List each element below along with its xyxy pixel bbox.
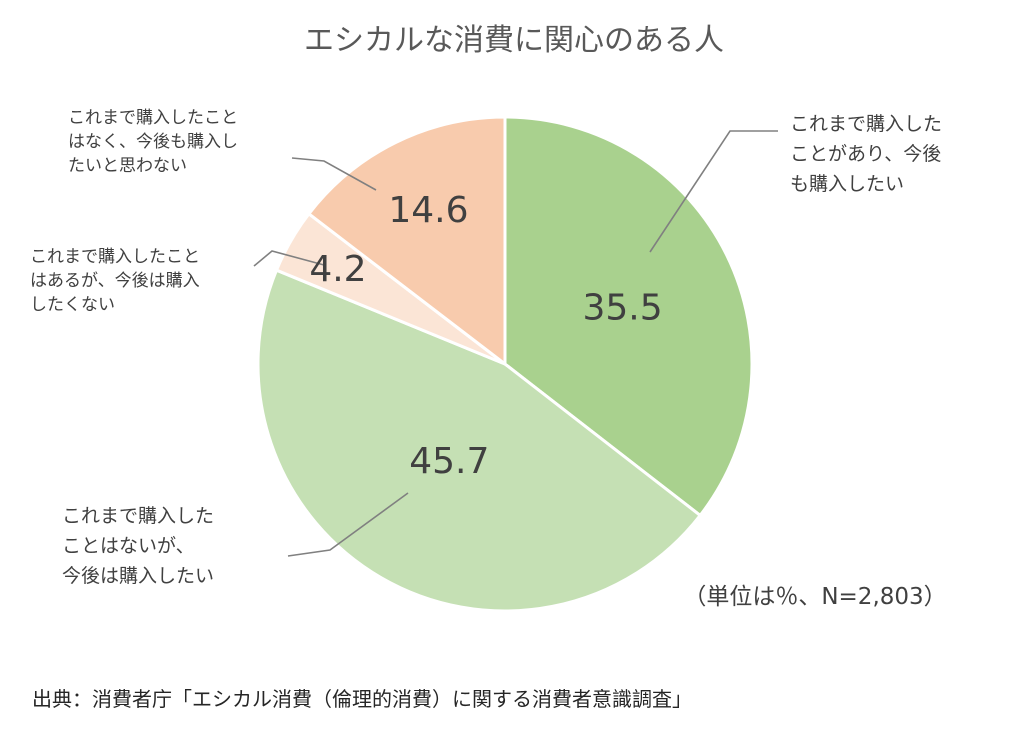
leader-line-3 bbox=[253, 250, 325, 267]
chart-title: エシカルな消費に関心のある人 bbox=[304, 23, 724, 58]
leader-lines bbox=[253, 130, 778, 557]
slice-value-label-3: 4.2 bbox=[309, 249, 366, 290]
slice-category-label-2: これまで購入したことはないが、今後は購入したい bbox=[62, 505, 214, 587]
unit-note: （単位は％、N=2,803） bbox=[683, 584, 946, 610]
slice-category-label-1: これまで購入したことがあり、今後も購入したい bbox=[790, 113, 942, 195]
slice-value-label-1: 35.5 bbox=[582, 287, 662, 328]
source-note: 出典：消費者庁「エシカル消費（倫理的消費）に関する消費者意識調査」 bbox=[32, 687, 692, 711]
pie-slice-2 bbox=[256, 268, 703, 613]
category-labels: これまで購入したことがあり、今後も購入したいこれまで購入したことはないが、今後は… bbox=[30, 108, 942, 587]
leader-line-4 bbox=[291, 157, 377, 191]
value-labels: 35.5 45.7 4.2 14.6 bbox=[309, 190, 662, 482]
pie-slice-4 bbox=[306, 115, 507, 368]
leader-line-2 bbox=[287, 492, 409, 557]
pie-slice-1 bbox=[503, 115, 754, 518]
slice-value-label-2: 45.7 bbox=[409, 441, 489, 482]
slice-value-label-4: 14.6 bbox=[388, 190, 468, 231]
slice-category-label-3: これまで購入したことはあるが、今後は購入したくない bbox=[30, 247, 200, 315]
leader-line-1 bbox=[649, 130, 778, 253]
slice-category-label-4: これまで購入したことはなく、今後も購入したいと思わない bbox=[68, 108, 238, 176]
pie-slices bbox=[256, 115, 754, 613]
